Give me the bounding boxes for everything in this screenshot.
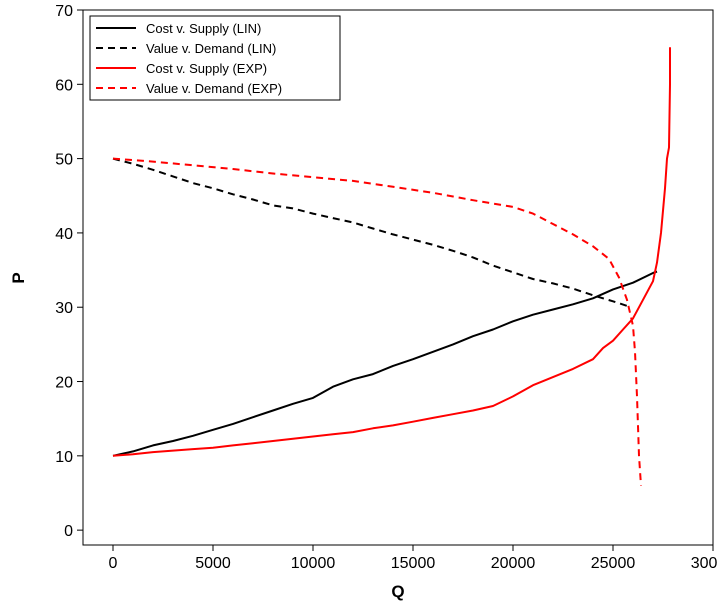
y-tick-label: 60 bbox=[55, 77, 73, 94]
y-axis-title: P bbox=[9, 272, 28, 283]
series-line-1 bbox=[112, 270, 658, 457]
y-tick-label: 50 bbox=[55, 152, 73, 169]
x-tick-label: 5000 bbox=[195, 555, 231, 572]
legend-box bbox=[89, 15, 341, 101]
y-tick-label: 0 bbox=[64, 523, 73, 540]
x-tick-label: 25000 bbox=[591, 555, 636, 572]
x-tick-label: 30000 bbox=[691, 555, 717, 572]
legend-label-2: Value v. Demand (LIN) bbox=[146, 41, 276, 56]
legend: Cost v. Supply (LIN) Value v. Demand (LIN… bbox=[89, 15, 341, 101]
legend-label-3: Cost v. Supply (EXP) bbox=[146, 61, 267, 76]
x-tick-label: 15000 bbox=[391, 555, 436, 572]
series-line-2 bbox=[112, 157, 630, 308]
y-tick-label: 70 bbox=[55, 3, 73, 20]
y-tick-label: 30 bbox=[55, 300, 73, 317]
legend-label-4: Value v. Demand (EXP) bbox=[146, 81, 282, 96]
y-tick-label: 10 bbox=[55, 449, 73, 466]
x-tick-label: 10000 bbox=[291, 555, 336, 572]
x-axis-title: Q bbox=[391, 582, 404, 601]
chart-marks bbox=[112, 47, 671, 486]
legend-label-1: Cost v. Supply (LIN) bbox=[146, 21, 261, 36]
x-tick-label: 0 bbox=[109, 555, 118, 572]
y-tick-label: 40 bbox=[55, 226, 73, 243]
series-line-3 bbox=[112, 47, 671, 457]
x-tick-label: 20000 bbox=[491, 555, 536, 572]
y-tick-label: 20 bbox=[55, 375, 73, 392]
series-line-4 bbox=[112, 157, 642, 486]
chart-axes: 0 5000 10000 15000 20000 25000 30000 0 10 20 30 40 5… bbox=[55, 3, 717, 572]
